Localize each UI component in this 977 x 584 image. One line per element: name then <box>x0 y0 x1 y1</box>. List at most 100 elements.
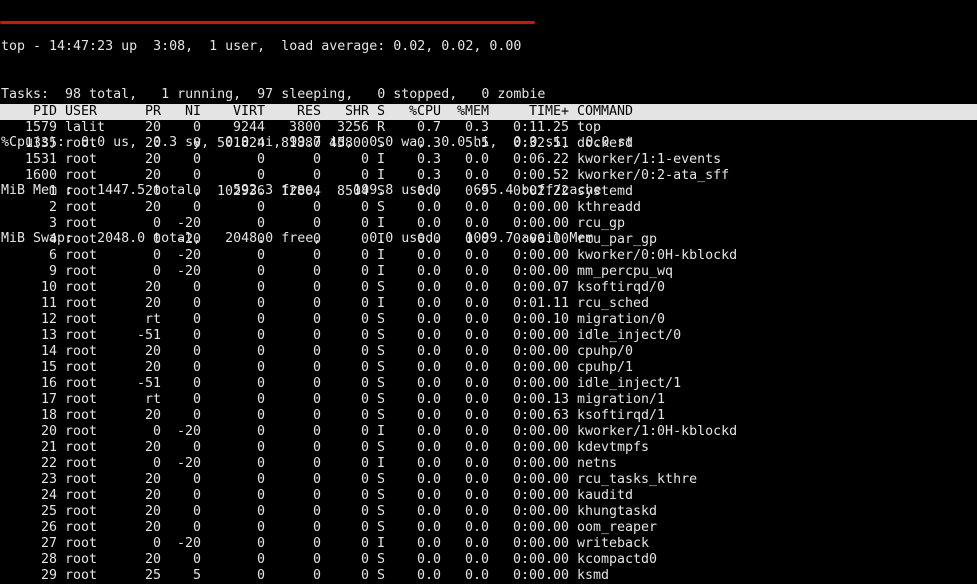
cell-pr: 20 <box>144 296 161 311</box>
cell-command: netns <box>577 456 618 471</box>
cell-user: root <box>65 136 98 151</box>
cell-mem-percent: 0.0 <box>464 360 489 375</box>
cell-time-plus: 0:00.13 <box>512 392 569 407</box>
cell-res: 0 <box>312 296 321 311</box>
process-table-header: PID USER PR NI VIRT RES SHR S %CPU %MEM TIME+ COMMA… <box>0 104 977 120</box>
cell-ni: -20 <box>176 232 201 247</box>
column-header-virt: VIRT <box>232 104 265 119</box>
cell-shr: 0 <box>360 200 369 215</box>
cell-state: S <box>376 504 385 519</box>
cell-command: ksoftirqd/0 <box>577 280 666 295</box>
cell-shr: 0 <box>360 456 369 471</box>
cell-user: root <box>65 216 98 231</box>
cell-cpu-percent: 0.0 <box>416 376 441 391</box>
cell-virt: 0 <box>256 376 265 391</box>
cell-mem-percent: 0.0 <box>464 536 489 551</box>
column-header-time-plus: TIME+ <box>528 104 569 119</box>
cell-res: 0 <box>312 536 321 551</box>
cell-user: root <box>65 344 98 359</box>
cell-user: lalit <box>65 120 106 135</box>
cell-mem-percent: 0.0 <box>464 392 489 407</box>
cell-virt: 0 <box>256 264 265 279</box>
cell-time-plus: 0:00.00 <box>512 248 569 263</box>
cell-pid: 12 <box>40 312 57 327</box>
cell-pid: 9 <box>48 264 57 279</box>
cell-cpu-percent: 0.0 <box>416 392 441 407</box>
cell-shr: 0 <box>360 392 369 407</box>
process-row: 18 root 20 0 0 0 0 S 0.0 0.0 0:00.63 ksoftirqd/1 <box>0 408 977 424</box>
cell-state: I <box>376 536 385 551</box>
cell-time-plus: 0:00.00 <box>512 536 569 551</box>
cell-mem-percent: 0.0 <box>464 152 489 167</box>
cell-ni: 0 <box>192 280 201 295</box>
cell-state: I <box>376 152 385 167</box>
cell-ni: 0 <box>192 184 201 199</box>
cell-ni: 0 <box>192 392 201 407</box>
process-row: 11 root 20 0 0 0 0 I 0.0 0.0 0:01.11 rcu_sched <box>0 296 977 312</box>
cell-cpu-percent: 0.0 <box>416 520 441 535</box>
process-row: 6 root 0 -20 0 0 0 I 0.0 0.0 0:00.00 kworker/0:0H-k… <box>0 248 977 264</box>
cell-shr: 0 <box>360 216 369 231</box>
top-summary-block: top - 14:47:23 up 3:08, 1 user, load ave… <box>1 7 633 279</box>
cell-cpu-percent: 0.3 <box>416 168 441 183</box>
cell-res: 0 <box>312 456 321 471</box>
summary-line-uptime: top - 14:47:23 up 3:08, 1 user, load ave… <box>1 39 522 54</box>
cell-mem-percent: 0.0 <box>464 440 489 455</box>
cell-res: 0 <box>312 280 321 295</box>
cell-mem-percent: 0.0 <box>464 280 489 295</box>
cell-command: kworker/1:0H-kblockd <box>577 424 738 439</box>
cell-cpu-percent: 0.0 <box>416 424 441 439</box>
cell-cpu-percent: 0.0 <box>416 568 441 583</box>
cell-state: S <box>376 392 385 407</box>
process-row: 1600 root 20 0 0 0 0 I 0.3 0.0 0:00.52 kworker/0:2-… <box>0 168 977 184</box>
cell-cpu-percent: 0.0 <box>416 440 441 455</box>
cell-virt: 0 <box>256 280 265 295</box>
cell-shr: 0 <box>360 296 369 311</box>
cell-pid: 15 <box>40 360 57 375</box>
cell-state: I <box>376 232 385 247</box>
process-row: 13 root -51 0 0 0 0 S 0.0 0.0 0:00.00 idle_inject/0 <box>0 328 977 344</box>
cell-cpu-percent: 0.0 <box>416 408 441 423</box>
cell-shr: 0 <box>360 520 369 535</box>
cell-mem-percent: 0.0 <box>464 248 489 263</box>
cell-virt: 0 <box>256 152 265 167</box>
cell-user: root <box>65 168 98 183</box>
summary-line-tasks: Tasks: 98 total, 1 running, 97 sleeping,… <box>1 87 546 102</box>
cell-virt: 0 <box>256 312 265 327</box>
cell-mem-percent: 0.9 <box>464 184 489 199</box>
cell-user: root <box>65 568 98 583</box>
cell-pid: 1600 <box>24 168 57 183</box>
cell-shr: 45800 <box>328 136 369 151</box>
cell-pid: 20 <box>40 424 57 439</box>
summary-line-swap: MiB Swap: 2048.0 total, 2048.0 free, 0.0… <box>1 231 594 246</box>
cell-state: I <box>376 248 385 263</box>
cell-time-plus: 0:00.00 <box>512 264 569 279</box>
cell-pr: 20 <box>144 120 161 135</box>
cell-time-plus: 0:00.52 <box>512 168 569 183</box>
cell-time-plus: 0:00.00 <box>512 456 569 471</box>
process-row: 1 root 20 0 102936 12804 8504 S 0.0 0.9 0:02.22 sys… <box>0 184 977 200</box>
cell-state: S <box>376 184 385 199</box>
cell-state: S <box>376 136 385 151</box>
cell-pr: 0 <box>152 456 161 471</box>
cell-pr: 20 <box>144 168 161 183</box>
process-row: 25 root 20 0 0 0 0 S 0.0 0.0 0:00.00 khungtaskd <box>0 504 977 520</box>
cell-mem-percent: 0.0 <box>464 216 489 231</box>
cell-shr: 0 <box>360 328 369 343</box>
cell-user: root <box>65 184 98 199</box>
cell-command: kdevtmpfs <box>577 440 650 455</box>
cell-cpu-percent: 0.0 <box>416 216 441 231</box>
cell-pr: rt <box>144 392 161 407</box>
cell-pr: 20 <box>144 504 161 519</box>
cell-ni: 0 <box>192 488 201 503</box>
column-header-shr: SHR <box>344 104 369 119</box>
cell-mem-percent: 0.0 <box>464 296 489 311</box>
process-row: 1335 root 20 0 501824 81880 45800 S 0.3 5.5 0:32.5… <box>0 136 977 152</box>
cell-ni: 0 <box>192 168 201 183</box>
cell-shr: 0 <box>360 568 369 583</box>
cell-shr: 0 <box>360 312 369 327</box>
cell-res: 0 <box>312 472 321 487</box>
column-header-mem-percent: %MEM <box>456 104 489 119</box>
cell-command: migration/1 <box>577 392 666 407</box>
